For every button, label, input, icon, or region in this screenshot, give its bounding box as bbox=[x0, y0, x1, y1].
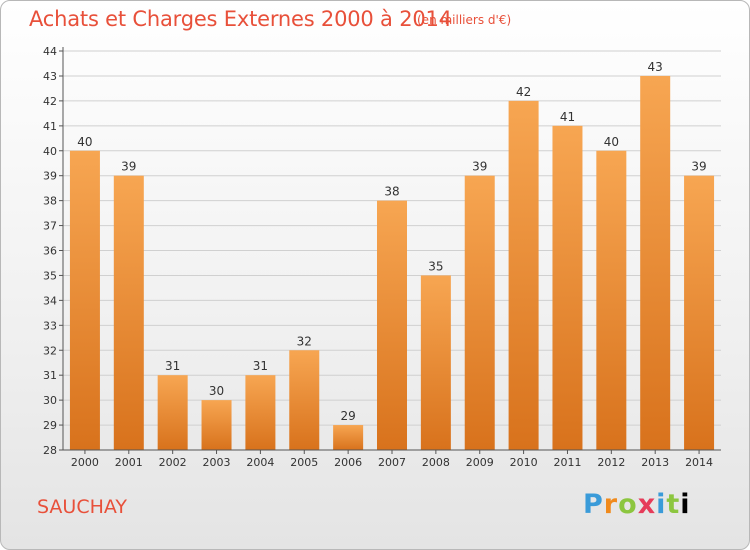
x-tick-label: 2009 bbox=[466, 456, 494, 469]
x-tick-label: 2007 bbox=[378, 456, 406, 469]
y-tick-label: 42 bbox=[43, 95, 57, 108]
logo-letter: x bbox=[637, 489, 657, 520]
y-tick-label: 40 bbox=[43, 145, 57, 158]
bar bbox=[508, 100, 539, 450]
bar bbox=[552, 125, 583, 450]
data-label: 39 bbox=[121, 160, 136, 174]
data-label: 29 bbox=[340, 409, 355, 423]
logo-letter: o bbox=[618, 489, 638, 520]
y-tick-label: 29 bbox=[43, 419, 57, 432]
bar bbox=[289, 350, 320, 450]
y-tick-label: 30 bbox=[43, 394, 57, 407]
bar bbox=[420, 275, 451, 450]
chart-title: Achats et Charges Externes 2000 à 2014 bbox=[29, 7, 452, 31]
data-label: 32 bbox=[297, 334, 312, 348]
data-label: 39 bbox=[691, 160, 706, 174]
x-tick-label: 2013 bbox=[641, 456, 669, 469]
x-tick-label: 2002 bbox=[159, 456, 187, 469]
bar bbox=[464, 175, 495, 450]
x-tick-label: 2012 bbox=[597, 456, 625, 469]
data-label: 40 bbox=[604, 135, 619, 149]
x-tick-label: 2010 bbox=[510, 456, 538, 469]
bar bbox=[157, 375, 188, 450]
bars: 40 39 31 30 31 32 29 38 35 39 42 41 40 43 39 bbox=[69, 60, 715, 450]
bar bbox=[684, 175, 715, 450]
data-label: 35 bbox=[428, 259, 443, 273]
bar bbox=[377, 200, 407, 450]
x-tick-label: 2011 bbox=[553, 456, 581, 469]
y-tick-label: 39 bbox=[43, 170, 57, 183]
data-label: 31 bbox=[165, 359, 180, 373]
y-tick-label: 34 bbox=[43, 294, 57, 307]
x-tick-label: 2001 bbox=[115, 456, 143, 469]
y-tick-label: 31 bbox=[43, 369, 57, 382]
bar bbox=[245, 375, 276, 450]
y-tick-label: 44 bbox=[43, 45, 57, 58]
bar bbox=[201, 400, 232, 450]
data-label: 41 bbox=[560, 110, 575, 124]
data-label: 39 bbox=[472, 160, 487, 174]
logo-letter: t bbox=[666, 489, 681, 520]
y-tick-label: 35 bbox=[43, 269, 57, 282]
x-tick-label: 2014 bbox=[685, 456, 713, 469]
x-tick-label: 2008 bbox=[422, 456, 450, 469]
logo-letter: r bbox=[603, 489, 619, 520]
chart-unit: (en milliers d'€) bbox=[417, 13, 512, 27]
logo-letter: i bbox=[656, 489, 667, 520]
axes bbox=[62, 47, 721, 451]
x-tick-label: 2000 bbox=[71, 456, 99, 469]
y-tick-label: 33 bbox=[43, 319, 57, 332]
data-label: 42 bbox=[516, 85, 531, 99]
x-tick-label: 2005 bbox=[290, 456, 318, 469]
place-name: SAUCHAY bbox=[37, 496, 127, 518]
x-tick-label: 2004 bbox=[246, 456, 274, 469]
data-label: 43 bbox=[648, 60, 663, 74]
logo-letter: P bbox=[583, 489, 604, 520]
y-axis-tick-labels: 28 29 30 31 32 33 34 35 36 37 38 39 40 41 42 43 44 bbox=[43, 45, 57, 457]
bar bbox=[640, 75, 671, 450]
y-tick-label: 28 bbox=[43, 444, 57, 457]
x-axis-tick-labels: 2000 2001 2002 2003 2004 2005 2006 2007 2008 2009… bbox=[71, 450, 713, 469]
data-label: 40 bbox=[77, 135, 92, 149]
y-tick-label: 41 bbox=[43, 120, 57, 133]
y-tick-label: 38 bbox=[43, 195, 57, 208]
bar bbox=[596, 150, 627, 450]
bar bbox=[113, 175, 144, 450]
y-tick-label: 36 bbox=[43, 245, 57, 258]
y-tick-label: 43 bbox=[43, 70, 57, 83]
x-tick-label: 2003 bbox=[203, 456, 231, 469]
bar bbox=[69, 150, 100, 450]
data-label: 30 bbox=[209, 384, 224, 398]
data-label: 31 bbox=[253, 359, 268, 373]
x-tick-label: 2006 bbox=[334, 456, 362, 469]
logo-letter: i bbox=[680, 489, 691, 520]
y-tick-label: 37 bbox=[43, 220, 57, 233]
data-label: 38 bbox=[384, 185, 399, 199]
proxiti-logo: Proxiti bbox=[583, 489, 691, 520]
bar bbox=[333, 425, 364, 450]
y-tick-label: 32 bbox=[43, 344, 57, 357]
